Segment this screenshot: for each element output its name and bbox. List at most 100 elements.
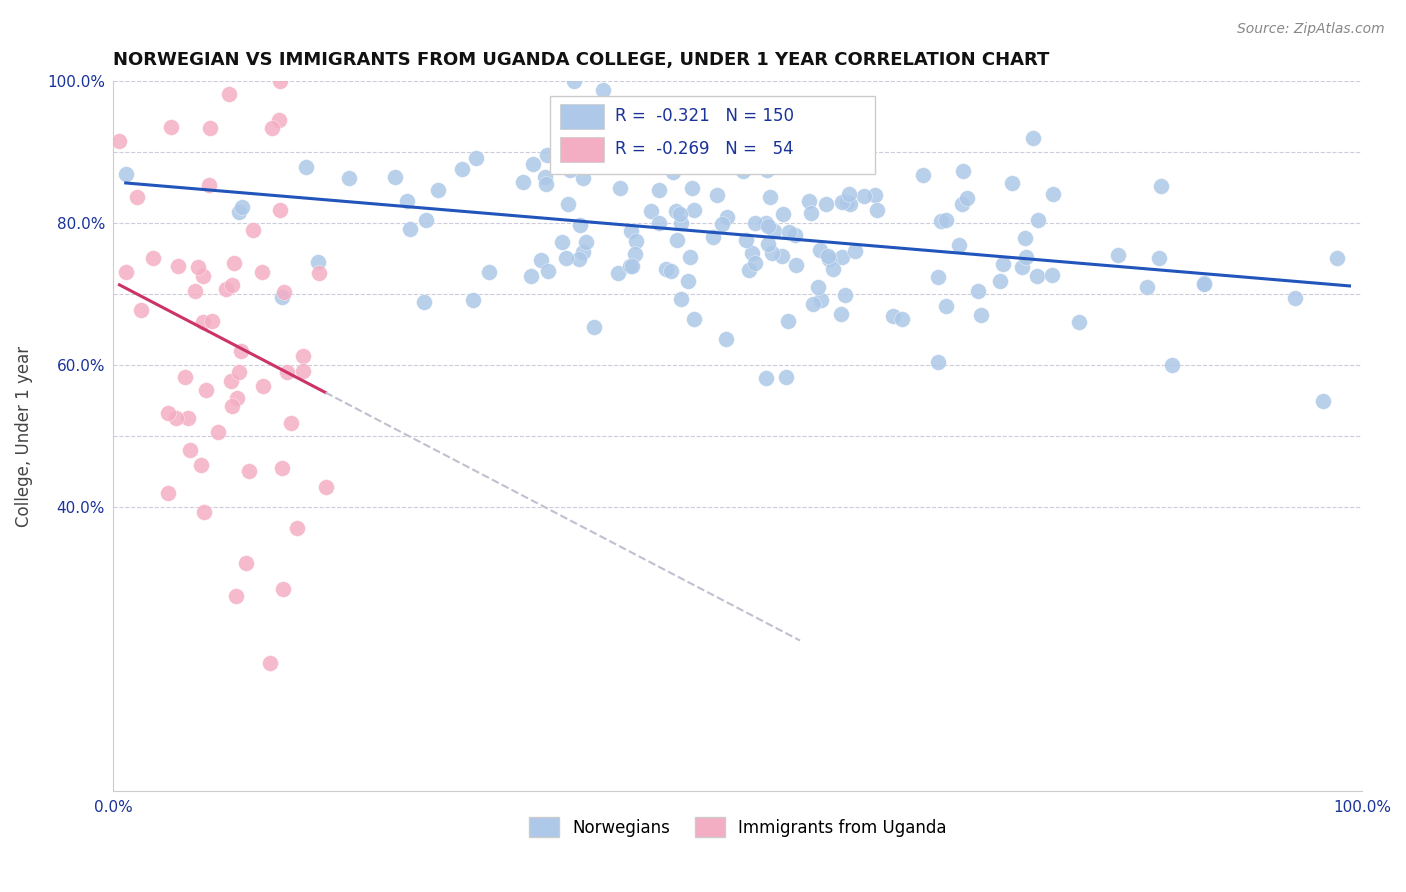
Point — [952, 164, 974, 178]
Point — [679, 250, 702, 264]
Point — [215, 282, 238, 296]
Point — [755, 370, 778, 384]
Point — [744, 216, 766, 230]
Point — [115, 265, 138, 279]
Point — [956, 191, 979, 205]
Point — [114, 168, 136, 182]
Point — [666, 138, 689, 153]
Point — [814, 197, 837, 211]
Point — [702, 230, 724, 244]
Point — [271, 290, 294, 304]
Point — [582, 319, 605, 334]
Point — [183, 285, 205, 299]
Point — [464, 151, 486, 165]
Point — [399, 222, 422, 236]
Point — [891, 312, 914, 326]
Point — [238, 464, 260, 478]
Point — [664, 204, 686, 219]
Point — [661, 165, 683, 179]
Point — [817, 248, 839, 262]
Point — [991, 257, 1014, 271]
Point — [252, 265, 274, 279]
Point — [785, 227, 807, 242]
Point — [269, 113, 291, 128]
Point — [844, 244, 866, 259]
Point — [512, 175, 534, 189]
Point — [609, 181, 631, 195]
Point — [562, 74, 585, 88]
Point — [911, 168, 934, 182]
Point — [988, 274, 1011, 288]
Point — [384, 170, 406, 185]
Point — [125, 190, 148, 204]
Point — [853, 188, 876, 202]
Point — [260, 120, 283, 135]
Legend: Norwegians, Immigrants from Uganda: Norwegians, Immigrants from Uganda — [522, 811, 953, 843]
Point — [1284, 291, 1306, 305]
Point — [621, 260, 644, 274]
Point — [666, 233, 689, 247]
Point — [619, 259, 641, 273]
Point — [831, 195, 853, 210]
Point — [592, 83, 614, 97]
Point — [308, 266, 330, 280]
FancyBboxPatch shape — [560, 137, 605, 162]
Point — [681, 181, 703, 195]
Point — [307, 255, 329, 269]
Point — [415, 213, 437, 227]
Point — [221, 278, 243, 293]
Point — [1001, 177, 1024, 191]
Point — [838, 187, 860, 202]
Point — [810, 293, 832, 307]
Point — [931, 214, 953, 228]
Point — [1150, 178, 1173, 193]
Point — [520, 268, 543, 283]
Point — [426, 183, 449, 197]
Y-axis label: College, Under 1 year: College, Under 1 year — [15, 346, 32, 527]
Point — [623, 247, 645, 261]
Point — [271, 582, 294, 596]
Point — [1040, 268, 1063, 282]
Point — [568, 252, 591, 267]
Point — [534, 169, 557, 184]
Point — [295, 161, 318, 175]
Point — [190, 458, 212, 472]
Point — [624, 234, 647, 248]
Point — [575, 235, 598, 249]
Point — [835, 194, 858, 209]
Point — [1147, 252, 1170, 266]
Point — [1042, 186, 1064, 201]
Point — [1161, 359, 1184, 373]
Point — [1312, 393, 1334, 408]
Point — [808, 244, 831, 258]
Point — [683, 312, 706, 326]
Point — [273, 285, 295, 300]
Point — [229, 344, 252, 359]
Point — [572, 244, 595, 259]
Point — [252, 379, 274, 393]
Point — [1014, 231, 1036, 245]
Point — [522, 157, 544, 171]
Point — [772, 207, 794, 221]
Point — [269, 202, 291, 217]
Point — [1107, 248, 1129, 262]
Point — [536, 148, 558, 162]
Point — [165, 411, 187, 425]
Point — [927, 354, 949, 368]
FancyBboxPatch shape — [560, 104, 605, 129]
Point — [198, 178, 221, 193]
Point — [478, 264, 501, 278]
Point — [315, 480, 337, 494]
Point — [778, 225, 800, 239]
Point — [950, 197, 973, 211]
Point — [191, 314, 214, 328]
Point — [221, 400, 243, 414]
Point — [744, 256, 766, 270]
Point — [682, 203, 704, 218]
Point — [762, 224, 785, 238]
Point — [1025, 269, 1047, 284]
Point — [935, 213, 957, 227]
Point — [785, 258, 807, 272]
Point — [830, 307, 852, 321]
Point — [551, 235, 574, 249]
